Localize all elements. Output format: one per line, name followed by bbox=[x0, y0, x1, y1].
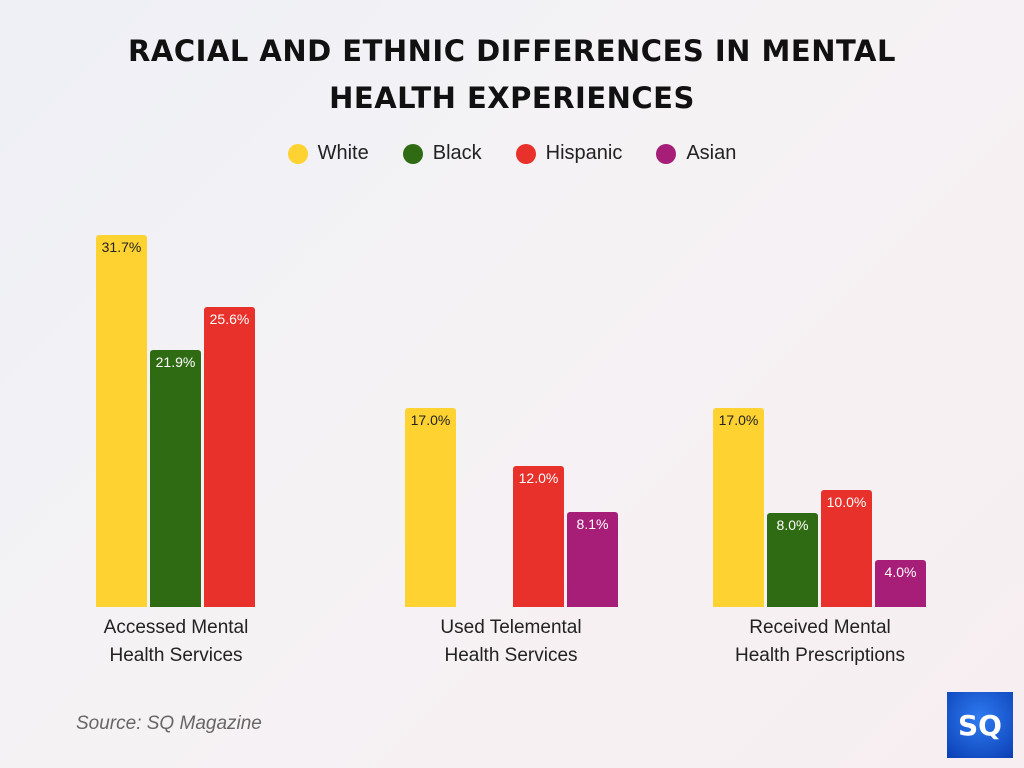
category-label-accessed: Accessed Mental Health Services bbox=[56, 614, 296, 670]
category-label-line: Health Prescriptions bbox=[734, 645, 906, 666]
data-label: 31.7% bbox=[101, 239, 142, 255]
data-label: 4.0% bbox=[884, 564, 917, 581]
data-label: 21.9% bbox=[155, 354, 196, 370]
data-label: 12.0% bbox=[518, 470, 559, 487]
bar-hispanic: 10.0% bbox=[821, 489, 872, 607]
bar-white: 17.0% bbox=[713, 407, 764, 607]
bar-white: 17.0% bbox=[405, 407, 456, 607]
legend-label: Black bbox=[432, 142, 482, 164]
source-note: Source: SQ Magazine bbox=[76, 713, 262, 734]
category-label-line: Received Mental bbox=[749, 617, 891, 638]
legend-swatch-asian bbox=[656, 143, 677, 164]
bar-hispanic: 12.0% bbox=[513, 466, 564, 607]
legend-item-white: White bbox=[287, 142, 369, 165]
chart-title-line-1: RACIAL AND ETHNIC DIFFERENCES IN MENTAL bbox=[128, 34, 896, 68]
category-label-telemental: Used Telemental Health Services bbox=[391, 614, 631, 670]
bar-hispanic: 25.6% bbox=[204, 306, 255, 607]
bar-white: 31.7% bbox=[96, 235, 147, 607]
data-label: 25.6% bbox=[209, 310, 250, 327]
legend-swatch-black bbox=[402, 143, 423, 164]
data-label: 17.0% bbox=[718, 411, 759, 428]
legend-item-asian: Asian bbox=[656, 142, 736, 165]
bar-asian: 8.1% bbox=[567, 511, 618, 607]
category-label-line: Health Services bbox=[109, 645, 243, 666]
chart-title: RACIAL AND ETHNIC DIFFERENCES IN MENTAL … bbox=[0, 28, 1024, 122]
legend-swatch-white bbox=[287, 143, 308, 164]
bar-black: 8.0% bbox=[767, 513, 818, 607]
bar-asian: 4.0% bbox=[875, 560, 926, 607]
legend: White Black Hispanic Asian bbox=[0, 142, 1024, 165]
category-label-line: Health Services bbox=[444, 645, 578, 666]
category-label-line: Accessed Mental bbox=[103, 617, 249, 638]
legend-label: Asian bbox=[686, 142, 737, 164]
chart-title-line-2: HEALTH EXPERIENCES bbox=[329, 81, 695, 115]
data-label: 8.0% bbox=[776, 517, 809, 534]
legend-label: Hispanic bbox=[545, 142, 623, 164]
data-label: 17.0% bbox=[410, 411, 451, 428]
sq-logo: SQ bbox=[947, 692, 1013, 758]
data-label: 10.0% bbox=[826, 493, 867, 510]
legend-label: White bbox=[317, 142, 369, 164]
legend-item-black: Black bbox=[402, 142, 482, 165]
legend-item-hispanic: Hispanic bbox=[515, 142, 623, 165]
bar-black: 21.9% bbox=[150, 350, 201, 607]
data-label: 8.1% bbox=[576, 515, 609, 532]
category-label-line: Used Telemental bbox=[440, 617, 582, 638]
category-label-prescriptions: Received Mental Health Prescriptions bbox=[700, 614, 940, 670]
legend-swatch-hispanic bbox=[515, 143, 536, 164]
